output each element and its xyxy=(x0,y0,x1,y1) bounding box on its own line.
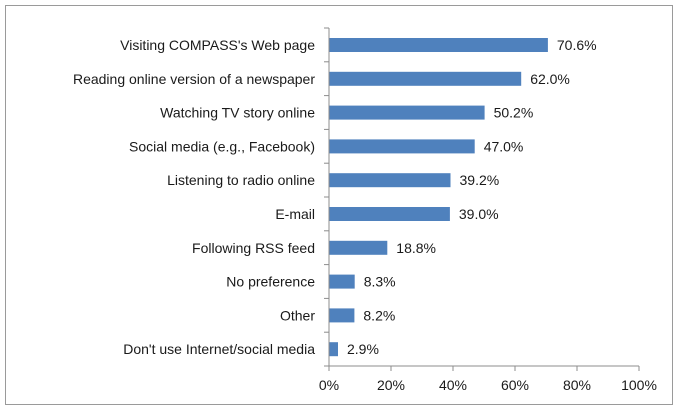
chart-frame xyxy=(5,5,673,405)
bar xyxy=(329,38,548,52)
x-tick-label: 20% xyxy=(377,377,405,393)
x-tick-label: 0% xyxy=(319,377,339,393)
x-tick-label: 80% xyxy=(563,377,591,393)
x-tick-label: 40% xyxy=(439,377,467,393)
category-label: Social media (e.g., Facebook) xyxy=(129,138,315,154)
category-label: Watching TV story online xyxy=(160,105,315,121)
data-label: 18.8% xyxy=(396,240,436,256)
x-tick-label: 60% xyxy=(501,377,529,393)
category-label: No preference xyxy=(226,274,315,290)
bar xyxy=(329,240,388,255)
data-label: 8.3% xyxy=(364,274,396,290)
data-label: 62.0% xyxy=(530,71,570,87)
bar xyxy=(329,274,355,289)
bar xyxy=(329,173,451,188)
data-label: 8.2% xyxy=(363,307,395,323)
category-label: Other xyxy=(280,307,315,323)
bar xyxy=(329,308,355,323)
category-label: Don't use Internet/social media xyxy=(123,341,315,357)
bar xyxy=(329,342,338,357)
category-label: Visiting COMPASS's Web page xyxy=(120,37,315,53)
data-label: 39.0% xyxy=(459,206,499,222)
data-label: 70.6% xyxy=(557,37,597,53)
bar xyxy=(329,105,485,120)
category-label: Following RSS feed xyxy=(192,240,315,256)
bar xyxy=(329,207,450,221)
category-label: Reading online version of a newspaper xyxy=(73,71,315,87)
category-label: E-mail xyxy=(275,206,315,222)
data-label: 47.0% xyxy=(484,138,524,154)
data-label: 39.2% xyxy=(460,172,500,188)
data-label: 2.9% xyxy=(347,341,379,357)
bar xyxy=(329,139,475,154)
category-label: Listening to radio online xyxy=(167,172,315,188)
data-label: 50.2% xyxy=(494,105,534,121)
x-tick-label: 100% xyxy=(621,377,657,393)
bar xyxy=(329,71,522,86)
